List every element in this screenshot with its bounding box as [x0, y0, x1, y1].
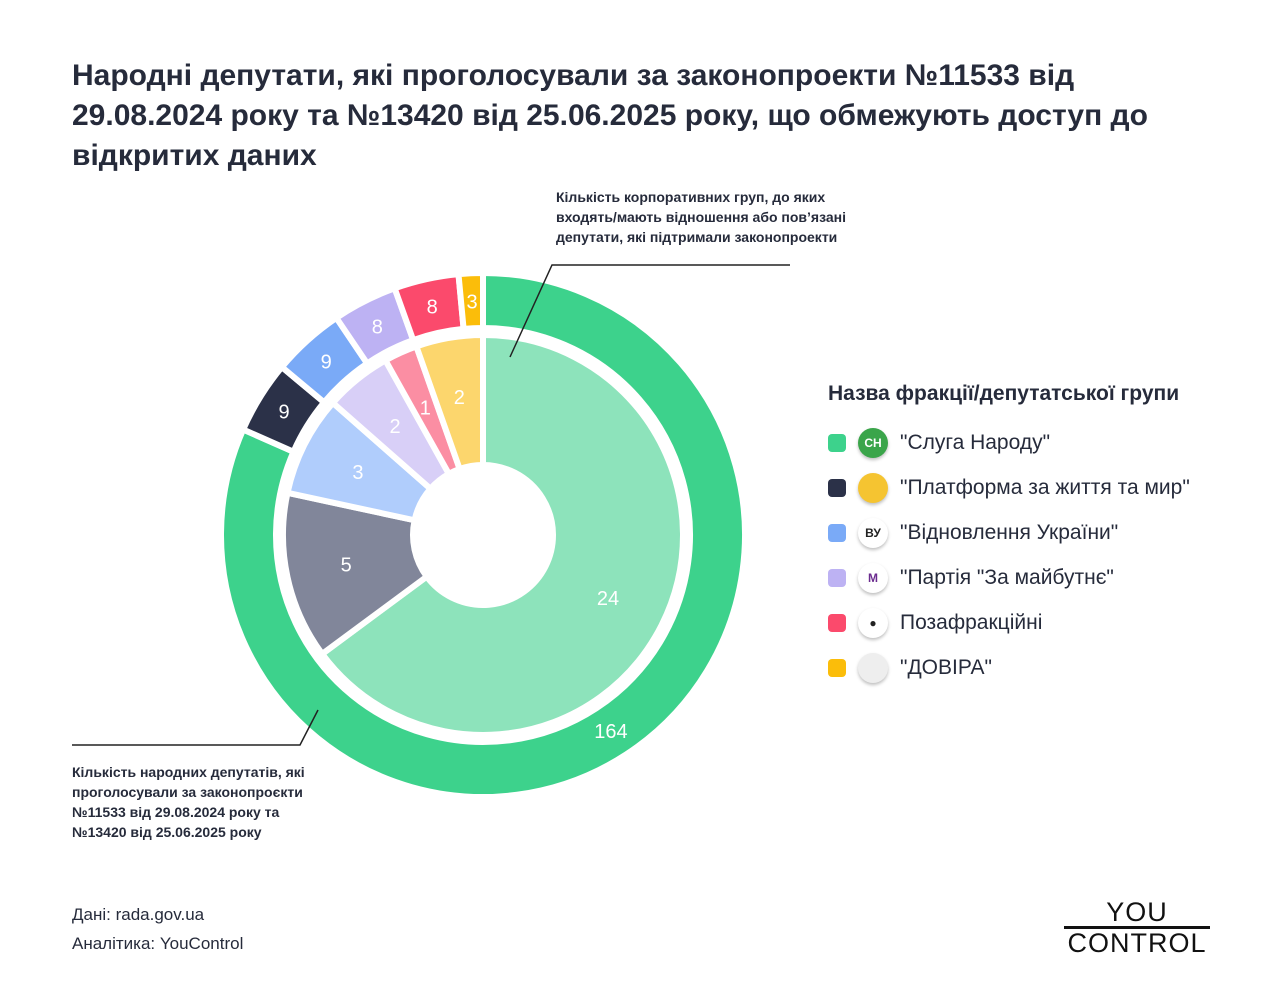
outer-ring — [218, 270, 748, 800]
outer-segment-5 — [455, 270, 486, 332]
platforma-logo-icon — [858, 472, 888, 503]
legend-label: "Партія "За майбутнє" — [900, 565, 1114, 589]
outer-label-3: 8 — [372, 316, 383, 338]
legend-item: "ДОВІРА" — [828, 645, 1190, 690]
legend-label: "Платформа за життя та мир" — [900, 475, 1190, 499]
legend-swatch — [828, 433, 846, 452]
legend-item: М "Партія "За майбутнє" — [828, 555, 1190, 600]
data-source: Дані: rada.gov.ua — [72, 905, 205, 924]
annotation-line-bottom — [72, 709, 319, 746]
outer-label-1: 9 — [279, 402, 290, 424]
source-block: Дані: rada.gov.ua Аналітика: YouControl — [72, 900, 243, 958]
inner-segment-1 — [280, 489, 430, 657]
legend-label: Позафракційні — [900, 610, 1043, 634]
inner-ring — [280, 332, 686, 738]
outer-label-5: 3 — [466, 291, 477, 313]
za-maibutnie-logo-icon: М — [858, 562, 888, 593]
annotation-deputies: Кількість народних депутатів, які прогол… — [72, 764, 305, 840]
inner-label-3: 2 — [389, 416, 400, 438]
legend-swatch — [828, 658, 846, 677]
legend-title: Назва фракції/депутатської групи — [828, 382, 1180, 405]
dovira-logo-icon — [858, 652, 888, 683]
inner-label-5: 2 — [454, 387, 465, 409]
legend-swatch — [828, 613, 846, 632]
legend: Назва фракції/депутатської групи СН "Слуг… — [828, 382, 1190, 690]
outer-label-2: 9 — [321, 351, 332, 373]
sluha-narodu-logo-icon: СН — [858, 427, 888, 458]
legend-swatch — [828, 478, 846, 497]
inner-label-1: 5 — [341, 554, 352, 576]
legend-item: ● Позафракційні — [828, 600, 1190, 645]
chart-title: Народні депутати, які проголосували за з… — [72, 59, 1148, 172]
legend-item: "Платформа за життя та мир" — [828, 465, 1190, 510]
logo-top: YOU — [1106, 897, 1168, 927]
legend-label: "Відновлення України" — [900, 520, 1119, 544]
inner-label-4: 1 — [420, 397, 431, 419]
outer-label-0: 164 — [594, 721, 627, 743]
legend-swatch — [828, 568, 846, 587]
youcontrol-logo: YOU CONTROL — [1064, 898, 1210, 957]
person-icon-icon: ● — [858, 607, 888, 638]
inner-segment-0 — [319, 332, 686, 738]
legend-swatch — [828, 523, 846, 542]
inner-label-0: 24 — [597, 588, 619, 610]
inner-label-2: 3 — [352, 462, 363, 484]
legend-label: "Слуга Народу" — [900, 430, 1051, 454]
legend-label: "ДОВІРА" — [900, 655, 992, 679]
legend-item: СН "Слуга Народу" — [828, 420, 1190, 465]
vidnovlennia-logo-icon: ВУ — [858, 517, 888, 548]
logo-bottom: CONTROL — [1067, 928, 1207, 958]
annotation-corporate-groups: Кількість корпоративних груп, до яких вх… — [556, 189, 847, 245]
inner-segment-5 — [413, 332, 486, 472]
outer-segment-0 — [218, 270, 748, 800]
outer-label-4: 8 — [427, 297, 438, 319]
analytics-credit: Аналітика: YouControl — [72, 934, 244, 953]
annotation-line-top — [509, 264, 790, 358]
legend-item: ВУ "Відновлення України" — [828, 510, 1190, 555]
